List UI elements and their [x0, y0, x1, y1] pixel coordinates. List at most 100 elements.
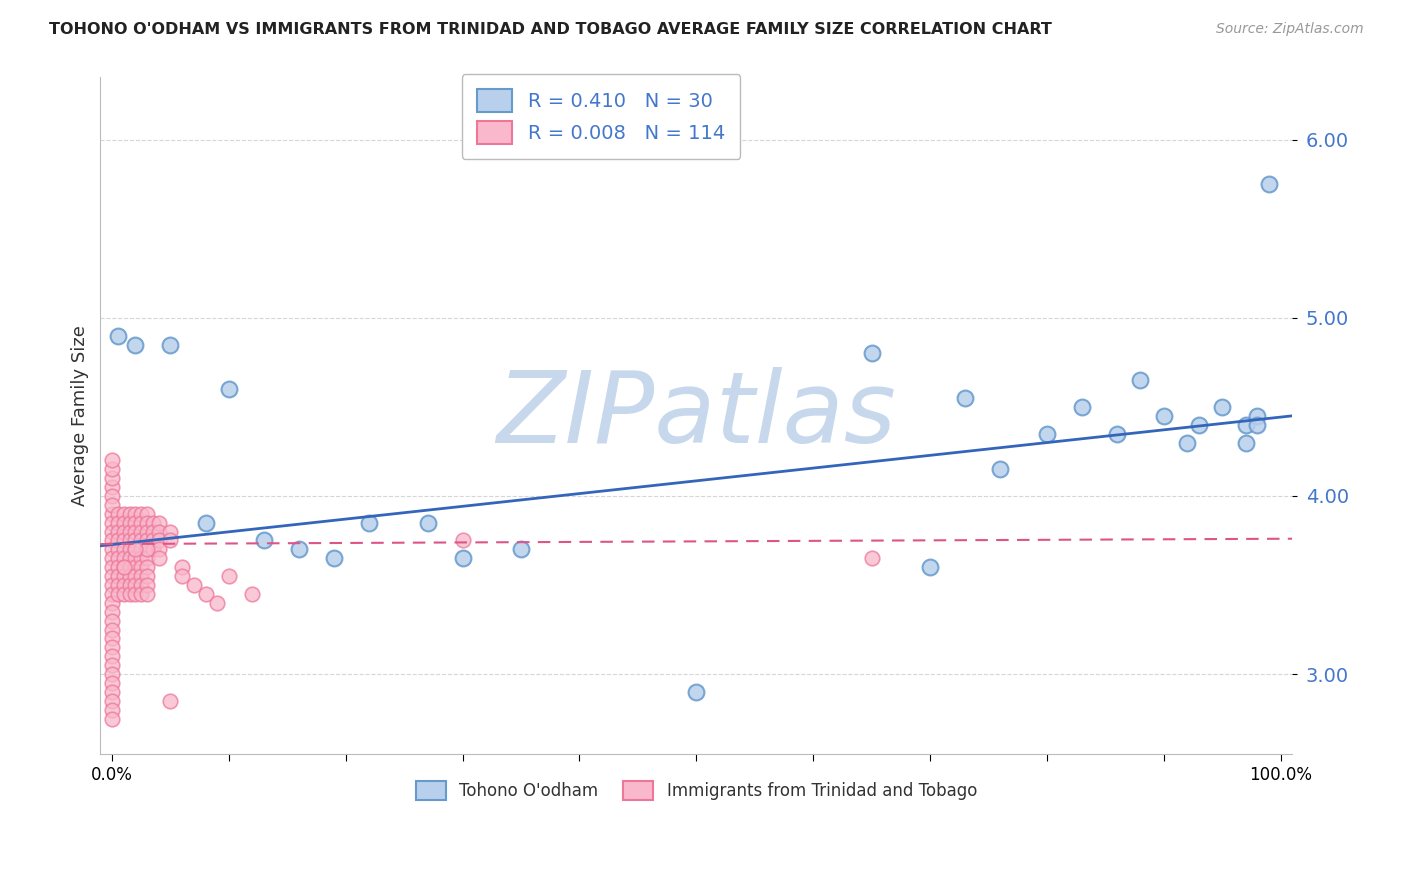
Point — [205, 596, 228, 610]
Point — [136, 542, 159, 557]
Point — [107, 578, 129, 592]
Point — [101, 578, 124, 592]
Point — [1107, 426, 1129, 441]
Point — [101, 587, 124, 601]
Point — [451, 551, 474, 566]
Point — [159, 533, 181, 548]
Point — [124, 542, 146, 557]
Point — [107, 524, 129, 539]
Point — [118, 516, 141, 530]
Point — [148, 524, 170, 539]
Point — [124, 533, 146, 548]
Point — [142, 533, 165, 548]
Point — [860, 346, 883, 360]
Point — [685, 685, 707, 699]
Point — [118, 533, 141, 548]
Point — [112, 542, 135, 557]
Point — [124, 569, 146, 583]
Point — [107, 516, 129, 530]
Point — [129, 587, 152, 601]
Point — [136, 560, 159, 574]
Point — [101, 524, 124, 539]
Point — [112, 516, 135, 530]
Point — [101, 462, 124, 476]
Text: Source: ZipAtlas.com: Source: ZipAtlas.com — [1216, 22, 1364, 37]
Point — [107, 533, 129, 548]
Point — [101, 489, 124, 503]
Point — [136, 551, 159, 566]
Point — [860, 551, 883, 566]
Point — [101, 658, 124, 673]
Point — [124, 524, 146, 539]
Point — [1175, 435, 1198, 450]
Point — [101, 480, 124, 494]
Point — [118, 569, 141, 583]
Point — [107, 328, 129, 343]
Point — [107, 542, 129, 557]
Point — [118, 507, 141, 521]
Point — [136, 542, 159, 557]
Point — [101, 471, 124, 485]
Point — [218, 569, 240, 583]
Point — [112, 560, 135, 574]
Point — [1036, 426, 1059, 441]
Point — [1234, 435, 1257, 450]
Point — [101, 614, 124, 628]
Point — [1246, 409, 1268, 423]
Point — [136, 578, 159, 592]
Point — [159, 337, 181, 351]
Point — [953, 391, 976, 405]
Point — [129, 524, 152, 539]
Point — [136, 524, 159, 539]
Point — [112, 533, 135, 548]
Point — [136, 516, 159, 530]
Point — [124, 578, 146, 592]
Point — [129, 542, 152, 557]
Point — [101, 560, 124, 574]
Point — [101, 498, 124, 512]
Point — [107, 569, 129, 583]
Point — [416, 516, 439, 530]
Point — [101, 712, 124, 726]
Point — [148, 542, 170, 557]
Point — [510, 542, 533, 557]
Point — [101, 649, 124, 664]
Point — [129, 516, 152, 530]
Text: TOHONO O'ODHAM VS IMMIGRANTS FROM TRINIDAD AND TOBAGO AVERAGE FAMILY SIZE CORREL: TOHONO O'ODHAM VS IMMIGRANTS FROM TRINID… — [49, 22, 1052, 37]
Point — [142, 542, 165, 557]
Point — [451, 533, 474, 548]
Point — [118, 578, 141, 592]
Point — [101, 569, 124, 583]
Point — [124, 507, 146, 521]
Point — [1188, 417, 1211, 432]
Point — [1258, 178, 1281, 192]
Point — [101, 551, 124, 566]
Point — [129, 507, 152, 521]
Point — [129, 569, 152, 583]
Point — [101, 605, 124, 619]
Point — [101, 632, 124, 646]
Point — [148, 551, 170, 566]
Point — [172, 560, 194, 574]
Point — [112, 524, 135, 539]
Point — [194, 587, 217, 601]
Point — [101, 623, 124, 637]
Point — [118, 551, 141, 566]
Point — [183, 578, 205, 592]
Y-axis label: Average Family Size: Average Family Size — [72, 326, 89, 507]
Point — [107, 560, 129, 574]
Point — [112, 578, 135, 592]
Point — [136, 569, 159, 583]
Point — [240, 587, 263, 601]
Point — [101, 703, 124, 717]
Point — [101, 667, 124, 681]
Point — [124, 560, 146, 574]
Point — [159, 524, 181, 539]
Point — [101, 685, 124, 699]
Point — [129, 560, 152, 574]
Point — [118, 542, 141, 557]
Point — [323, 551, 346, 566]
Point — [359, 516, 381, 530]
Point — [124, 587, 146, 601]
Point — [1129, 373, 1152, 387]
